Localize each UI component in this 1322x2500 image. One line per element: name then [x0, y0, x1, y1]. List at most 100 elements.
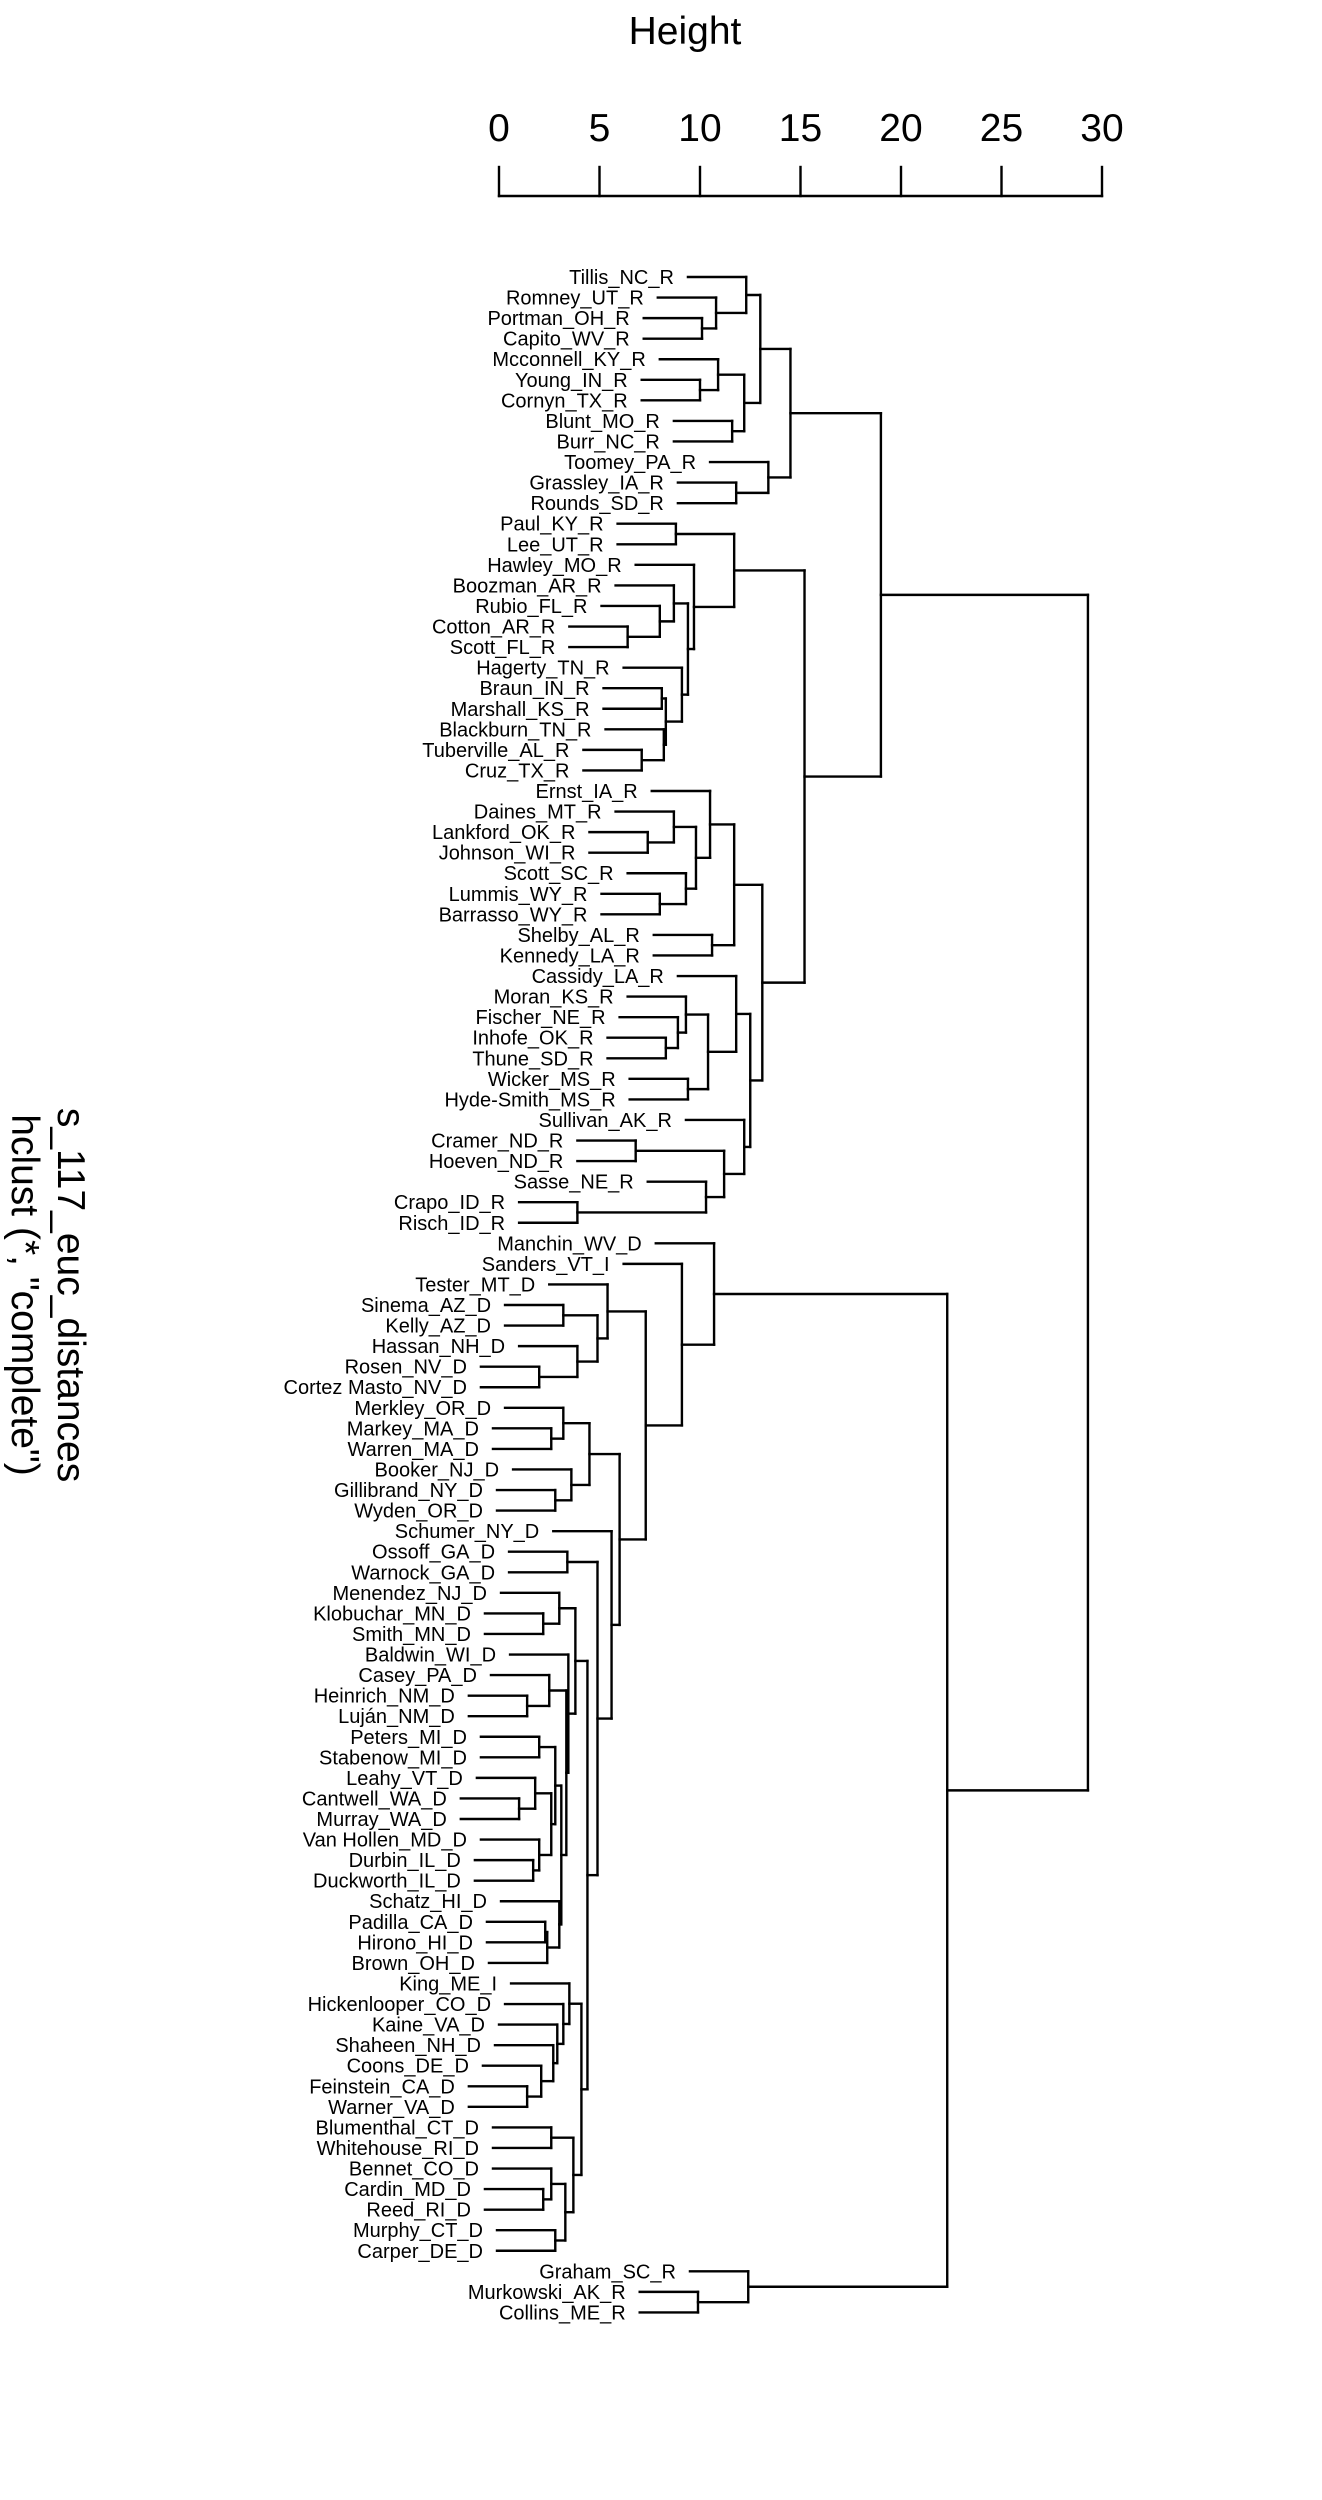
leaf-label: Cotton_AR_R: [432, 617, 555, 639]
leaf-label: Peters_MI_D: [350, 1727, 467, 1749]
leaf-label: Baldwin_WI_D: [365, 1645, 496, 1667]
leaf-label: Blackburn_TN_R: [439, 719, 591, 741]
leaf-label: Shaheen_NH_D: [335, 2035, 481, 2057]
leaf-label: Moran_KS_R: [494, 987, 614, 1009]
leaf-label: Murphy_CT_D: [353, 2220, 483, 2242]
leaf-label: Wicker_MS_R: [488, 1069, 616, 1091]
leaf-label: Durbin_IL_D: [349, 1850, 461, 1872]
leaf-label: Lee_UT_R: [507, 534, 604, 556]
leaf-label: Grassley_IA_R: [529, 473, 664, 495]
leaf-label: Hoeven_ND_R: [429, 1151, 564, 1173]
leaf-label: Klobuchar_MN_D: [313, 1603, 471, 1625]
leaf-label: Schatz_HI_D: [369, 1891, 487, 1913]
x-tick-label: 30: [1080, 107, 1123, 150]
leaf-label: Casey_PA_D: [358, 1665, 477, 1687]
leaf-label: Romney_UT_R: [506, 288, 644, 310]
y-axis-label-line-2: hclust (*, "complete"): [3, 1114, 46, 1475]
leaf-label: Murkowski_AK_R: [468, 2282, 626, 2304]
leaf-label: Padilla_CA_D: [348, 1912, 473, 1934]
leaf-label: Blumenthal_CT_D: [316, 2117, 479, 2139]
leaf-label: Cramer_ND_R: [431, 1131, 563, 1153]
leaf-label: Marshall_KS_R: [451, 699, 590, 721]
leaf-label: Warnock_GA_D: [351, 1562, 495, 1584]
leaf-label: Blunt_MO_R: [545, 411, 660, 433]
leaf-label: Lummis_WY_R: [449, 884, 588, 906]
leaf-label: Graham_SC_R: [539, 2261, 676, 2283]
x-tick-label: 25: [980, 107, 1023, 150]
leaf-label: Scott_SC_R: [504, 863, 614, 885]
leaf-label: King_ME_I: [399, 1973, 497, 1995]
leaf-label: Collins_ME_R: [499, 2302, 626, 2324]
leaf-label: Kennedy_LA_R: [500, 945, 640, 967]
leaf-label: Heinrich_NM_D: [314, 1686, 455, 1708]
leaf-label: Sasse_NE_R: [514, 1172, 634, 1194]
leaf-label: Capito_WV_R: [503, 329, 630, 351]
leaf-label: Tester_MT_D: [415, 1274, 535, 1296]
leaf-label: Scott_FL_R: [450, 637, 556, 659]
leaf-label: Smith_MN_D: [352, 1624, 471, 1646]
leaf-label: Risch_ID_R: [398, 1213, 505, 1235]
leaf-label: Gillibrand_NY_D: [334, 1480, 483, 1502]
leaf-label: Hagerty_TN_R: [476, 658, 609, 680]
x-axis-title: Height: [629, 10, 742, 53]
y-axis-label-line-1: s_117_euc_distances: [49, 1108, 92, 1482]
leaf-label: Hickenlooper_CO_D: [308, 1994, 491, 2016]
leaf-label: Cantwell_WA_D: [302, 1788, 447, 1810]
leaf-label: Ossoff_GA_D: [372, 1542, 495, 1564]
leaf-label: Hawley_MO_R: [487, 555, 621, 577]
leaf-label: Daines_MT_R: [474, 802, 602, 824]
leaf-label: Tillis_NC_R: [569, 267, 674, 289]
leaf-label: Tuberville_AL_R: [422, 740, 569, 762]
leaf-label: Van Hollen_MD_D: [303, 1830, 467, 1852]
leaf-label: Burr_NC_R: [557, 431, 660, 453]
leaf-label: Hassan_NH_D: [372, 1336, 505, 1358]
x-tick-label: 15: [779, 107, 822, 150]
leaf-label: Sinema_AZ_D: [361, 1295, 491, 1317]
leaf-label: Fischer_NE_R: [476, 1007, 606, 1029]
x-tick-label: 0: [488, 107, 510, 150]
leaf-label: Toomey_PA_R: [564, 452, 696, 474]
leaf-labels: Tillis_NC_RRomney_UT_RPortman_OH_RCapito…: [284, 267, 697, 2324]
x-axis: 0 5 10 15 20 25 30: [488, 107, 1124, 198]
leaf-label: Merkley_OR_D: [354, 1398, 491, 1420]
x-tick-label: 20: [879, 107, 922, 150]
leaf-label: Rubio_FL_R: [475, 596, 587, 618]
leaf-label: Hirono_HI_D: [357, 1932, 473, 1954]
leaf-label: Mcconnell_KY_R: [492, 349, 645, 371]
leaf-label: Sanders_VT_I: [482, 1254, 610, 1276]
leaf-label: Paul_KY_R: [500, 514, 603, 536]
leaf-label: Ernst_IA_R: [535, 781, 637, 803]
leaf-label: Portman_OH_R: [487, 308, 629, 330]
leaf-label: Hyde-Smith_MS_R: [444, 1089, 615, 1111]
leaf-label: Cortez Masto_NV_D: [284, 1377, 467, 1399]
leaf-label: Menendez_NJ_D: [332, 1583, 487, 1605]
leaf-label: Inhofe_OK_R: [472, 1028, 593, 1050]
leaf-label: Stabenow_MI_D: [319, 1747, 467, 1769]
leaf-label: Brown_OH_D: [352, 1953, 475, 1975]
leaf-label: Braun_IN_R: [479, 678, 589, 700]
leaf-label: Young_IN_R: [515, 370, 628, 392]
leaf-label: Markey_MA_D: [347, 1418, 479, 1440]
leaf-label: Coons_DE_D: [347, 2056, 469, 2078]
leaf-label: Carper_DE_D: [357, 2241, 483, 2263]
leaf-label: Luján_NM_D: [338, 1706, 455, 1728]
leaf-label: Feinstein_CA_D: [309, 2076, 455, 2098]
leaf-label: Kaine_VA_D: [372, 2015, 485, 2037]
leaf-label: Whitehouse_RI_D: [317, 2138, 479, 2160]
leaf-label: Thune_SD_R: [472, 1048, 593, 1070]
leaf-label: Crapo_ID_R: [394, 1192, 505, 1214]
leaf-label: Boozman_AR_R: [453, 575, 602, 597]
leaf-label: Schumer_NY_D: [395, 1521, 540, 1543]
dendrogram-tree: [459, 275, 1090, 2314]
leaf-label: Warren_MA_D: [347, 1439, 479, 1461]
leaf-label: Rounds_SD_R: [530, 493, 663, 515]
leaf-label: Barrasso_WY_R: [439, 904, 588, 926]
x-tick-label: 5: [589, 107, 611, 150]
leaf-label: Wyden_OR_D: [354, 1501, 483, 1523]
leaf-label: Leahy_VT_D: [346, 1768, 463, 1790]
leaf-label: Kelly_AZ_D: [385, 1316, 491, 1338]
leaf-label: Sullivan_AK_R: [539, 1110, 672, 1132]
leaf-label: Cruz_TX_R: [465, 760, 569, 782]
leaf-label: Cardin_MD_D: [344, 2179, 471, 2201]
